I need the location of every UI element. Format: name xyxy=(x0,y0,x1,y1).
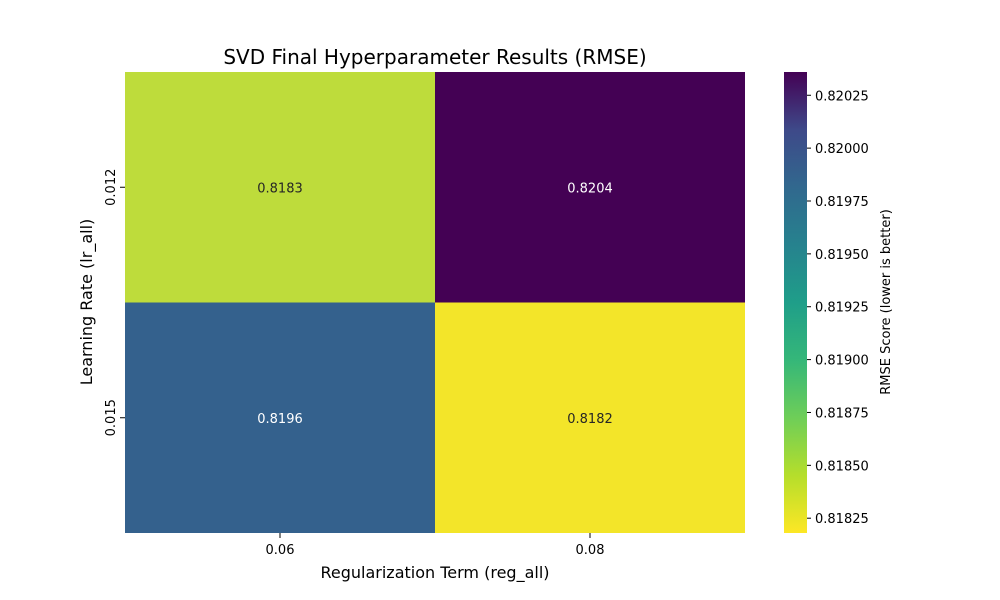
chart-title: SVD Final Hyperparameter Results (RMSE) xyxy=(223,45,646,69)
y-tick-label: 0.012 xyxy=(104,169,119,206)
cell-value-label: 0.8204 xyxy=(567,181,613,196)
cell-value-label: 0.8183 xyxy=(257,181,303,196)
x-tick-label: 0.06 xyxy=(266,543,295,558)
heatmap-cells: 0.8183 0.8204 0.8196 0.8182 xyxy=(125,72,745,533)
colorbar-tick-label: 0.81925 xyxy=(815,301,869,316)
colorbar-tick-label: 0.81900 xyxy=(815,354,869,369)
colorbar-tick-label: 0.81950 xyxy=(815,248,869,263)
colorbar-ticks: 0.82025 0.82000 0.81975 0.81950 0.81925 0.819… xyxy=(807,89,869,527)
colorbar-tick-label: 0.81850 xyxy=(815,459,869,474)
colorbar-tick-label: 0.82025 xyxy=(815,89,869,104)
x-tick-label: 0.08 xyxy=(576,543,605,558)
x-axis-ticks: 0.06 0.08 xyxy=(266,533,605,558)
heatmap-cell xyxy=(125,302,435,533)
x-axis-label: Regularization Term (reg_all) xyxy=(320,563,549,583)
colorbar xyxy=(784,72,807,533)
heatmap-cell xyxy=(435,72,745,303)
cell-value-label: 0.8196 xyxy=(257,412,303,427)
heatmap-cell xyxy=(435,302,745,533)
y-axis-ticks: 0.012 0.015 xyxy=(104,169,125,436)
y-axis-label: Learning Rate (lr_all) xyxy=(77,219,97,386)
heatmap-cell xyxy=(125,72,435,303)
colorbar-tick-label: 0.81825 xyxy=(815,512,869,527)
colorbar-tick-label: 0.81875 xyxy=(815,406,869,421)
cell-value-label: 0.8182 xyxy=(567,412,613,427)
y-tick-label: 0.015 xyxy=(104,399,119,436)
colorbar-tick-label: 0.82000 xyxy=(815,142,869,157)
colorbar-label: RMSE Score (lower is better) xyxy=(879,209,894,395)
colorbar-tick-label: 0.81975 xyxy=(815,195,869,210)
